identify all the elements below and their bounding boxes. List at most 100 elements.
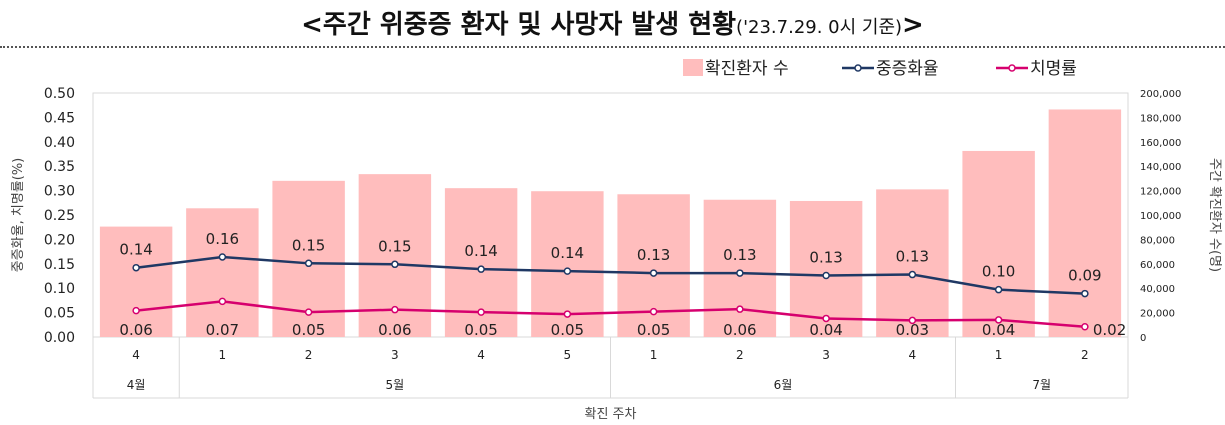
point-fatality-rate [1081, 323, 1089, 331]
y-left-tick-label: 0.25 [44, 208, 75, 224]
point-fatality-rate [908, 316, 917, 325]
y-left-tick-label: 0.05 [44, 306, 75, 322]
data-label-fatality-rate: 0.04 [982, 321, 1015, 339]
point-fatality-rate [304, 308, 313, 316]
x-month-label: 6월 [774, 378, 793, 392]
data-label-severe-rate: 0.13 [723, 246, 756, 264]
x-axis-title: 확진 주차 [585, 407, 637, 422]
point-fatality-rate [218, 297, 227, 306]
data-label-severe-rate: 0.10 [982, 263, 1015, 281]
y-right-tick-label: 120,000 [1140, 187, 1181, 198]
point-severe-rate [649, 269, 658, 277]
point-severe-rate [908, 270, 917, 279]
point-severe-rate [563, 267, 572, 275]
y-left-tick-label: 0.00 [44, 330, 75, 346]
legend-marker-severe [854, 64, 862, 72]
point-fatality-rate [822, 314, 830, 323]
data-label-severe-rate: 0.14 [464, 242, 497, 260]
y-right-tick-label: 100,000 [1140, 211, 1181, 222]
y-right-tick-label: 140,000 [1140, 162, 1181, 173]
data-label-severe-rate: 0.16 [206, 230, 239, 248]
data-label-severe-rate: 0.13 [637, 246, 670, 264]
data-label-severe-rate: 0.14 [551, 244, 584, 262]
y-left-tick-label: 0.45 [44, 110, 75, 126]
y-right-tick-label: 180,000 [1140, 113, 1181, 124]
legend-marker-fatality [1008, 64, 1016, 72]
chart-title: <주간 위중증 환자 및 사망자 발생 현황('23.7.29. 0시 기준)> [0, 4, 1225, 41]
data-label-severe-rate: 0.14 [119, 241, 152, 259]
chart-title-end: > [902, 10, 924, 40]
point-severe-rate [736, 269, 744, 277]
y-right-tick-label: 40,000 [1140, 284, 1175, 295]
title-divider [0, 46, 1225, 48]
bar-confirmed-cases [962, 150, 1035, 337]
x-week-label: 4 [909, 348, 917, 362]
x-month-label: 4월 [127, 378, 146, 392]
data-label-severe-rate: 0.15 [378, 237, 411, 255]
data-label-fatality-rate: 0.05 [292, 321, 325, 339]
data-label-fatality-rate: 0.07 [206, 321, 239, 339]
bar-confirmed-cases [186, 208, 259, 337]
x-week-label: 1 [650, 348, 658, 362]
chart-title-date: ('23.7.29. 0시 기준) [736, 17, 903, 38]
y-left-tick-label: 0.30 [44, 184, 75, 200]
y-right-tick-label: 0 [1140, 333, 1146, 344]
point-fatality-rate [649, 307, 658, 316]
y-left-tick-label: 0.15 [44, 257, 75, 273]
legend-label-severe: 중증화율 [876, 59, 939, 79]
y-right-axis-title: 주간 확진환자 수(명) [1207, 158, 1222, 272]
point-fatality-rate [563, 310, 572, 318]
line-fatality-rate [135, 300, 1085, 328]
point-severe-rate [391, 260, 399, 269]
line-severe-rate [135, 255, 1085, 295]
bar-confirmed-cases [876, 189, 949, 337]
data-label-fatality-rate: 0.06 [119, 321, 152, 339]
data-label-fatality-rate: 0.02 [1093, 321, 1126, 339]
x-month-label: 5월 [386, 378, 405, 392]
x-week-label: 5 [564, 348, 572, 362]
point-fatality-rate [391, 305, 399, 314]
bar-confirmed-cases [703, 199, 777, 337]
y-left-tick-label: 0.35 [44, 159, 75, 175]
data-label-severe-rate: 0.09 [1068, 267, 1101, 285]
bar-confirmed-cases [99, 226, 173, 337]
y-right-tick-label: 160,000 [1140, 138, 1181, 149]
y-left-tick-label: 0.10 [44, 281, 75, 297]
point-fatality-rate [477, 308, 485, 316]
y-right-tick-label: 200,000 [1140, 89, 1181, 100]
bar-confirmed-cases [789, 200, 863, 337]
data-label-severe-rate: 0.13 [896, 248, 929, 266]
point-severe-rate [822, 271, 830, 280]
x-week-label: 3 [391, 348, 399, 362]
y-right-tick-label: 20,000 [1140, 309, 1175, 320]
legend-label-fatality: 치명률 [1030, 59, 1077, 79]
data-label-fatality-rate: 0.05 [637, 321, 670, 339]
point-fatality-rate [994, 316, 1003, 324]
x-week-label: 3 [822, 348, 830, 362]
point-severe-rate [994, 285, 1003, 294]
data-label-fatality-rate: 0.05 [464, 321, 497, 339]
legend-label-confirmed: 확진환자 수 [705, 59, 789, 79]
data-label-severe-rate: 0.13 [809, 249, 842, 267]
x-week-label: 2 [305, 348, 313, 362]
y-right-tick-label: 80,000 [1140, 235, 1175, 246]
data-label-fatality-rate: 0.06 [723, 321, 756, 339]
chart-title-main: <주간 위중증 환자 및 사망자 발생 현황 [301, 10, 737, 40]
data-label-severe-rate: 0.15 [292, 236, 325, 254]
point-severe-rate [218, 253, 227, 261]
x-month-label: 7월 [1032, 378, 1051, 392]
data-label-fatality-rate: 0.06 [378, 321, 411, 339]
point-fatality-rate [736, 305, 744, 313]
point-fatality-rate [132, 306, 140, 315]
bar-confirmed-cases [617, 194, 690, 337]
x-week-label: 2 [1081, 348, 1089, 362]
point-severe-rate [132, 263, 140, 272]
data-label-fatality-rate: 0.05 [551, 321, 584, 339]
y-left-tick-label: 0.20 [44, 232, 75, 248]
x-week-label: 4 [132, 348, 140, 362]
legend-swatch-confirmed [683, 59, 703, 76]
point-severe-rate [477, 265, 485, 273]
point-severe-rate [304, 259, 313, 268]
y-left-tick-label: 0.40 [44, 135, 75, 151]
